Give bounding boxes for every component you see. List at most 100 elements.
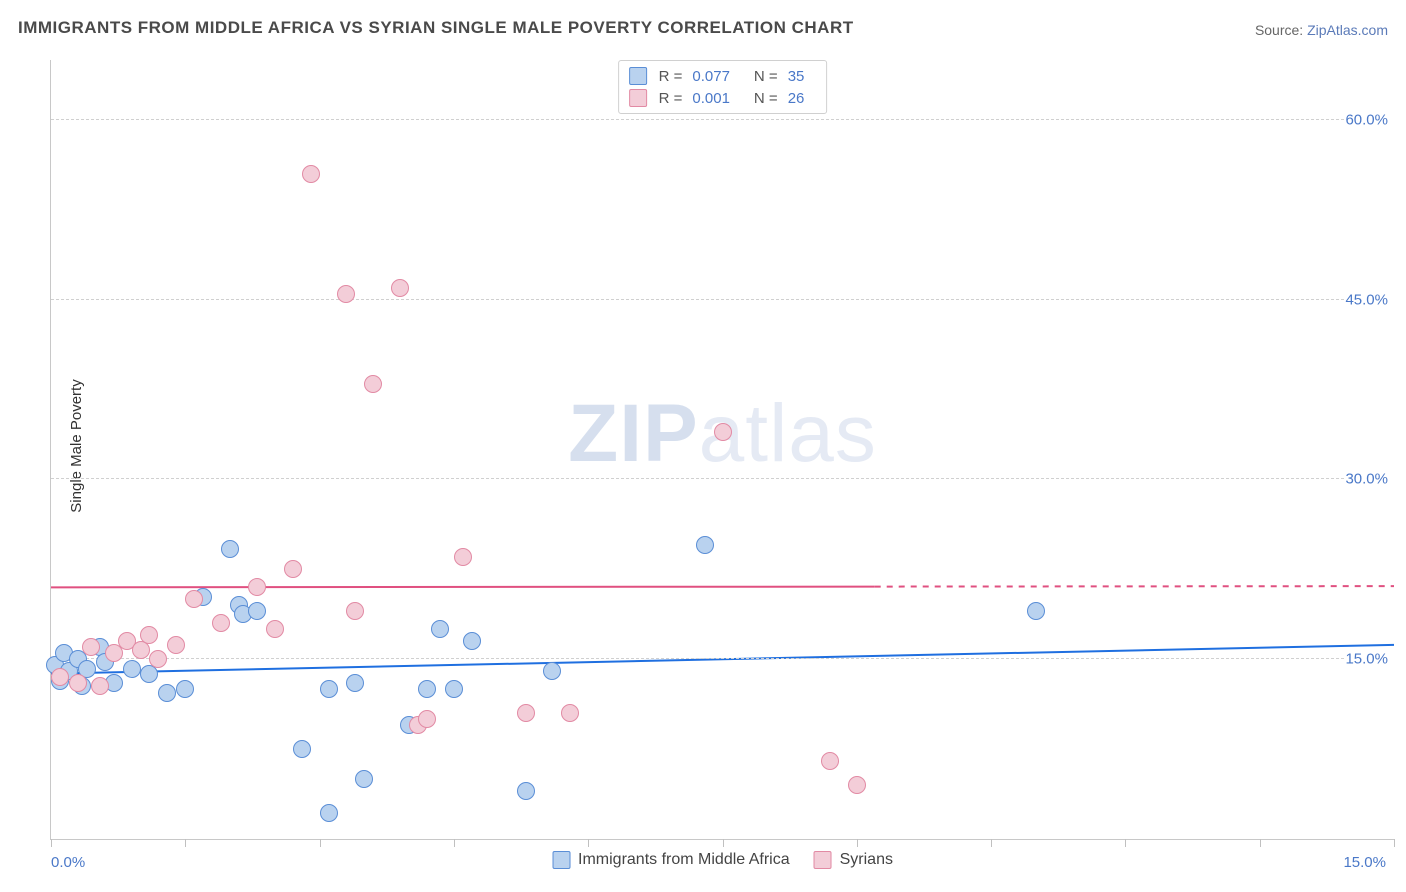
data-point-syrians xyxy=(266,620,284,638)
legend-swatch xyxy=(629,67,647,85)
legend-swatch xyxy=(552,851,570,869)
data-point-syrians xyxy=(714,423,732,441)
data-point-syrians xyxy=(454,548,472,566)
x-tick xyxy=(1125,839,1126,847)
y-tick-label: 30.0% xyxy=(1345,471,1396,488)
watermark-atlas: atlas xyxy=(699,388,877,479)
data-point-syrians xyxy=(118,632,136,650)
x-tick xyxy=(1394,839,1395,847)
data-point-syrians xyxy=(346,602,364,620)
data-point-syrians xyxy=(391,279,409,297)
x-tick xyxy=(320,839,321,847)
y-tick-label: 15.0% xyxy=(1345,651,1396,668)
data-point-middle_africa xyxy=(96,653,114,671)
x-axis-max-label: 15.0% xyxy=(1343,854,1386,871)
x-tick xyxy=(1260,839,1261,847)
data-point-middle_africa xyxy=(230,596,248,614)
legend-swatch xyxy=(629,89,647,107)
trend-lines xyxy=(51,60,1394,839)
r-value: 0.077 xyxy=(692,68,730,85)
data-point-syrians xyxy=(140,626,158,644)
data-point-syrians xyxy=(561,704,579,722)
x-tick xyxy=(185,839,186,847)
gridline xyxy=(51,478,1394,479)
data-point-syrians xyxy=(185,590,203,608)
legend-label: Immigrants from Middle Africa xyxy=(578,851,790,869)
data-point-middle_africa xyxy=(355,770,373,788)
data-point-middle_africa xyxy=(78,660,96,678)
data-point-middle_africa xyxy=(105,674,123,692)
data-point-middle_africa xyxy=(60,662,78,680)
data-point-middle_africa xyxy=(221,540,239,558)
source-link[interactable]: ZipAtlas.com xyxy=(1307,22,1388,38)
data-point-syrians xyxy=(212,614,230,632)
legend-label: Syrians xyxy=(840,851,893,869)
data-point-syrians xyxy=(91,677,109,695)
r-label: R = xyxy=(659,90,683,107)
data-point-middle_africa xyxy=(55,644,73,662)
data-point-syrians xyxy=(132,641,150,659)
data-point-middle_africa xyxy=(51,672,69,690)
data-point-middle_africa xyxy=(696,536,714,554)
data-point-syrians xyxy=(409,716,427,734)
correlation-legend: R =0.077N =35R =0.001N =26 xyxy=(618,60,828,114)
source-attribution: Source: ZipAtlas.com xyxy=(1255,22,1388,38)
data-point-syrians xyxy=(517,704,535,722)
data-point-middle_africa xyxy=(248,602,266,620)
data-point-middle_africa xyxy=(69,650,87,668)
data-point-syrians xyxy=(69,674,87,692)
data-point-syrians xyxy=(418,710,436,728)
r-label: R = xyxy=(659,68,683,85)
n-value: 26 xyxy=(788,90,805,107)
x-tick xyxy=(991,839,992,847)
data-point-syrians xyxy=(82,638,100,656)
data-point-middle_africa xyxy=(346,674,364,692)
data-point-middle_africa xyxy=(320,680,338,698)
data-point-middle_africa xyxy=(400,716,418,734)
data-point-syrians xyxy=(337,285,355,303)
data-point-middle_africa xyxy=(140,665,158,683)
legend-swatch xyxy=(814,851,832,869)
y-tick-label: 60.0% xyxy=(1345,111,1396,128)
data-point-middle_africa xyxy=(176,680,194,698)
y-tick-label: 45.0% xyxy=(1345,291,1396,308)
data-point-syrians xyxy=(284,560,302,578)
data-point-middle_africa xyxy=(1027,602,1045,620)
x-tick xyxy=(723,839,724,847)
data-point-syrians xyxy=(248,578,266,596)
chart-title: IMMIGRANTS FROM MIDDLE AFRICA VS SYRIAN … xyxy=(18,18,854,38)
data-point-syrians xyxy=(848,776,866,794)
data-point-syrians xyxy=(105,644,123,662)
x-tick xyxy=(51,839,52,847)
n-label: N = xyxy=(754,90,778,107)
data-point-middle_africa xyxy=(517,782,535,800)
x-tick xyxy=(588,839,589,847)
gridline xyxy=(51,119,1394,120)
data-point-middle_africa xyxy=(418,680,436,698)
legend-row-middle_africa: R = 0.077 N = 35 xyxy=(629,65,817,87)
legend-row-syrians: R =0.001N =26 xyxy=(629,87,817,109)
n-label: N = xyxy=(754,68,778,85)
watermark: ZIPatlas xyxy=(568,387,877,481)
data-point-middle_africa xyxy=(158,684,176,702)
data-point-syrians xyxy=(167,636,185,654)
data-point-middle_africa xyxy=(91,638,109,656)
legend-item-middle_africa: Immigrants from Middle Africa xyxy=(552,851,790,869)
data-point-middle_africa xyxy=(123,660,141,678)
data-point-syrians xyxy=(364,375,382,393)
data-point-middle_africa xyxy=(234,605,252,623)
data-point-middle_africa xyxy=(194,588,212,606)
data-point-syrians xyxy=(821,752,839,770)
legend-item-syrians: Syrians xyxy=(814,851,893,869)
watermark-zip: ZIP xyxy=(568,388,699,479)
trend-line-syrians xyxy=(51,587,875,588)
data-point-middle_africa xyxy=(543,662,561,680)
data-point-middle_africa xyxy=(73,677,91,695)
n-value: 35 xyxy=(788,68,805,85)
gridline xyxy=(51,299,1394,300)
data-point-middle_africa xyxy=(320,804,338,822)
data-point-syrians xyxy=(302,165,320,183)
data-point-syrians xyxy=(51,668,69,686)
x-tick xyxy=(857,839,858,847)
series-legend: Immigrants from Middle Africa Syrians xyxy=(552,851,893,869)
